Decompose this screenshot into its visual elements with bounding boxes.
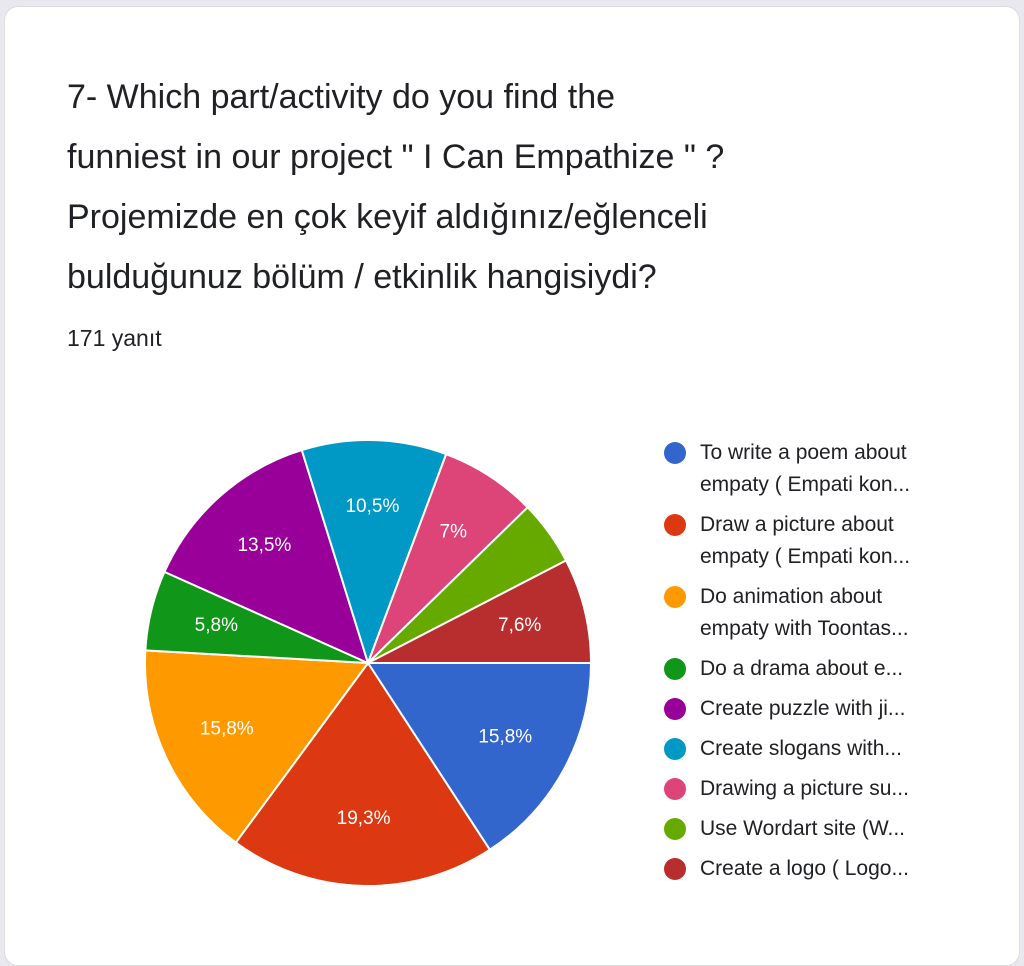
slice-label: 5,8%: [195, 615, 238, 636]
slice-label: 7,6%: [498, 615, 541, 636]
legend-label: Drawing a picture su...: [700, 777, 909, 800]
pie-slice: [300, 439, 448, 667]
legend-item: Create a logo ( Logo...: [664, 853, 955, 885]
legend-label: To write a poem about empaty ( Empati ko…: [700, 441, 911, 496]
legend-swatch: [664, 658, 686, 680]
pie-slice: [367, 559, 593, 664]
legend-label: Use Wordart site (W...: [700, 817, 905, 840]
legend-item: Drawing a picture su...: [664, 773, 955, 805]
legend-swatch: [664, 698, 686, 720]
pie-slice: [163, 448, 370, 665]
legend-item: Draw a picture about empaty ( Empati kon…: [664, 509, 955, 573]
legend-item: Do a drama about e...: [664, 653, 955, 685]
pie-slice: [234, 661, 492, 887]
legend-swatch: [664, 442, 686, 464]
response-count: 171 yanıt: [67, 325, 162, 351]
slice-label: 15,8%: [478, 726, 532, 747]
legend-swatch: [664, 778, 686, 800]
slice-label: 19,3%: [337, 808, 391, 829]
legend-label: Create puzzle with ji...: [700, 697, 906, 720]
legend-swatch: [664, 514, 686, 536]
legend-label: Draw a picture about empaty ( Empati kon…: [700, 513, 911, 568]
legend-swatch: [664, 738, 686, 760]
legend-swatch: [664, 818, 686, 840]
legend: To write a poem about empaty ( Empati ko…: [664, 437, 955, 893]
pie-slice: [366, 662, 593, 852]
legend-item: Use Wordart site (W...: [664, 813, 955, 845]
legend-label: Do animation about empaty with Toontas..…: [700, 585, 909, 640]
legend-item: Do animation about empaty with Toontas..…: [664, 581, 955, 645]
legend-item: Create puzzle with ji...: [664, 693, 955, 725]
legend-item: To write a poem about empaty ( Empati ko…: [664, 437, 955, 501]
legend-swatch: [664, 858, 686, 880]
slice-label: 13,5%: [237, 535, 291, 556]
legend-label: Do a drama about e...: [700, 657, 904, 680]
legend-swatch: [664, 586, 686, 608]
legend-label: Create a logo ( Logo...: [700, 857, 909, 880]
slice-label: 10,5%: [345, 496, 399, 517]
legend-item: Create slogans with...: [664, 733, 955, 765]
slice-label: 15,8%: [200, 718, 254, 739]
legend-label: Create slogans with...: [700, 737, 902, 760]
title: 7- Which part/activity do you find the f…: [67, 78, 725, 296]
pie-slice: [144, 649, 370, 844]
slice-label: 7%: [440, 521, 468, 542]
